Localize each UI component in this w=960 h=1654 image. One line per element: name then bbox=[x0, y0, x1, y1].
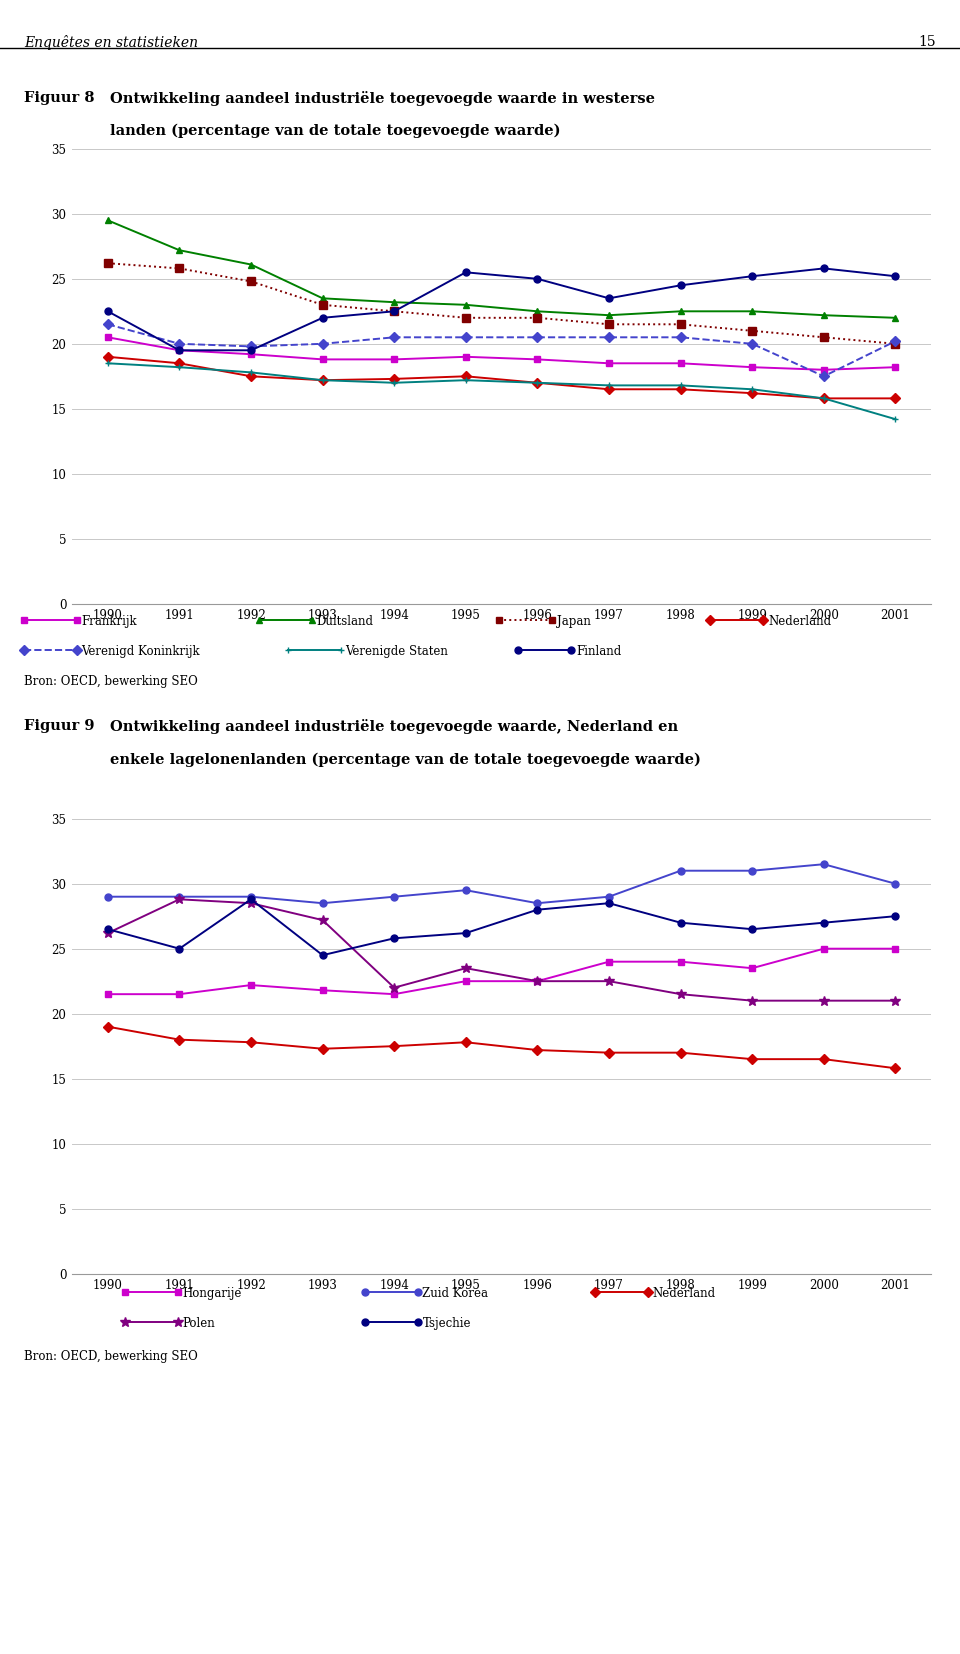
Text: Nederland: Nederland bbox=[768, 615, 831, 629]
Text: Frankrijk: Frankrijk bbox=[82, 615, 137, 629]
Text: Finland: Finland bbox=[576, 645, 621, 658]
Text: Tsjechie: Tsjechie bbox=[422, 1317, 471, 1330]
Text: Nederland: Nederland bbox=[653, 1287, 716, 1300]
Text: Japan: Japan bbox=[557, 615, 590, 629]
Text: Duitsland: Duitsland bbox=[317, 615, 373, 629]
Text: Hongarije: Hongarije bbox=[182, 1287, 242, 1300]
Text: Verenigd Koninkrijk: Verenigd Koninkrijk bbox=[82, 645, 201, 658]
Text: Bron: OECD, bewerking SEO: Bron: OECD, bewerking SEO bbox=[24, 1350, 198, 1363]
Text: Verenigde Staten: Verenigde Staten bbox=[346, 645, 448, 658]
Text: landen (percentage van de totale toegevoegde waarde): landen (percentage van de totale toegevo… bbox=[110, 124, 561, 139]
Text: Bron: OECD, bewerking SEO: Bron: OECD, bewerking SEO bbox=[24, 675, 198, 688]
Text: Figuur 9: Figuur 9 bbox=[24, 719, 94, 733]
Text: Polen: Polen bbox=[182, 1317, 215, 1330]
Text: Ontwikkeling aandeel industriële toegevoegde waarde in westerse: Ontwikkeling aandeel industriële toegevo… bbox=[110, 91, 656, 106]
Text: Ontwikkeling aandeel industriële toegevoegde waarde, Nederland en: Ontwikkeling aandeel industriële toegevo… bbox=[110, 719, 679, 734]
Text: Figuur 8: Figuur 8 bbox=[24, 91, 94, 104]
Text: enkele lagelonenlanden (percentage van de totale toegevoegde waarde): enkele lagelonenlanden (percentage van d… bbox=[110, 753, 701, 767]
Text: Zuid Korea: Zuid Korea bbox=[422, 1287, 489, 1300]
Text: 15: 15 bbox=[919, 35, 936, 48]
Text: Enquêtes en statistieken: Enquêtes en statistieken bbox=[24, 35, 198, 50]
